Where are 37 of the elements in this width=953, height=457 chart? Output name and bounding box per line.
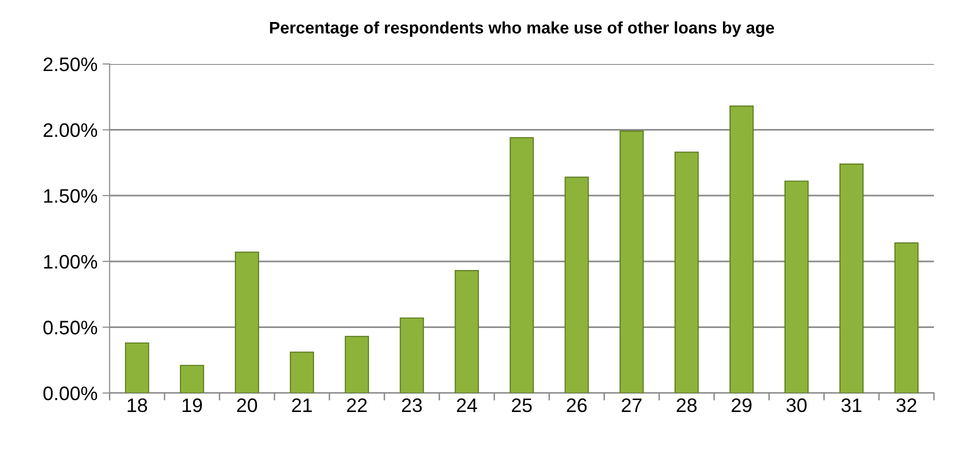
x-tick-label: 24 xyxy=(456,398,478,412)
bar xyxy=(784,180,809,394)
bar xyxy=(510,137,534,394)
bar xyxy=(894,242,919,394)
x-tick-label: 19 xyxy=(182,398,202,412)
y-tick-label: 2.50% xyxy=(44,57,98,72)
x-tick-label: 21 xyxy=(292,398,312,412)
bar xyxy=(454,270,479,394)
x-tick-label: 23 xyxy=(402,398,422,412)
x-tick-label: 18 xyxy=(128,398,148,412)
x-tick-label: 22 xyxy=(347,398,367,412)
bar xyxy=(124,342,150,394)
y-tick-label: 1.00% xyxy=(44,254,98,269)
bar xyxy=(729,106,754,394)
x-tick-label: 20 xyxy=(237,398,258,412)
x-tick-label: 29 xyxy=(732,398,752,412)
y-tick-label: 1.50% xyxy=(44,189,98,203)
bar xyxy=(674,152,699,394)
x-tick-label: 27 xyxy=(622,398,642,412)
bar xyxy=(400,317,424,394)
x-tick-label: 25 xyxy=(512,398,532,412)
y-tick-label: 0.50% xyxy=(43,320,98,334)
x-tick-label: 28 xyxy=(676,398,697,412)
bar xyxy=(564,176,589,394)
x-tick-label: 30 xyxy=(786,398,807,412)
x-tick-label: 26 xyxy=(566,398,587,412)
y-tick-label: 2.00% xyxy=(44,123,98,138)
bar xyxy=(234,252,260,394)
x-tick-label: 32 xyxy=(896,398,916,412)
y-tick-label: 0.00% xyxy=(43,386,98,400)
bar xyxy=(290,352,314,394)
chart-title: Percentage of respondents who make use of other loans by age xyxy=(270,21,774,37)
x-tick-label: 31 xyxy=(841,398,862,412)
bar xyxy=(839,163,864,394)
bar xyxy=(344,336,369,394)
bar xyxy=(620,130,644,394)
bar xyxy=(180,364,204,394)
